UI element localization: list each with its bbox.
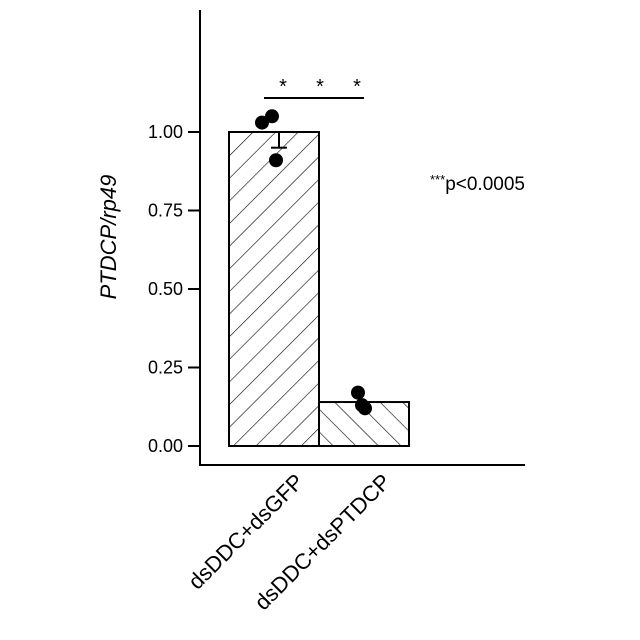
bars-layer xyxy=(229,132,409,446)
significance-star-3: * xyxy=(353,76,361,98)
y-tick-label-1: 0.00 xyxy=(148,436,183,456)
significance-marker: * * * xyxy=(264,76,364,98)
y-tick-label-5: 1.00 xyxy=(148,122,183,142)
p-value-annotation: ***p<0.0005 xyxy=(430,172,525,195)
significance-star-1: * xyxy=(279,76,287,98)
p-value-text: p<0.0005 xyxy=(445,174,525,195)
data-point-1-3 xyxy=(269,153,283,167)
x-labels-layer: dsDDC+dsGFPdsDDC+dsPTDCP xyxy=(183,469,395,615)
y-axis-label: PTDCP/rp49 xyxy=(96,175,121,300)
data-point-2-1 xyxy=(351,386,365,400)
y-tick-label-3: 0.50 xyxy=(148,279,183,299)
y-tick-label-4: 0.75 xyxy=(148,201,183,221)
y-ticks-layer: 0.00 0.25 0.50 0.75 1.00 xyxy=(148,122,200,456)
y-tick-label-2: 0.25 xyxy=(148,358,183,378)
significance-star-2: * xyxy=(316,76,324,98)
p-value-stars: *** xyxy=(430,172,445,187)
data-point-2-3 xyxy=(358,401,372,415)
data-point-1-2 xyxy=(265,109,279,123)
bar-1 xyxy=(229,132,319,446)
